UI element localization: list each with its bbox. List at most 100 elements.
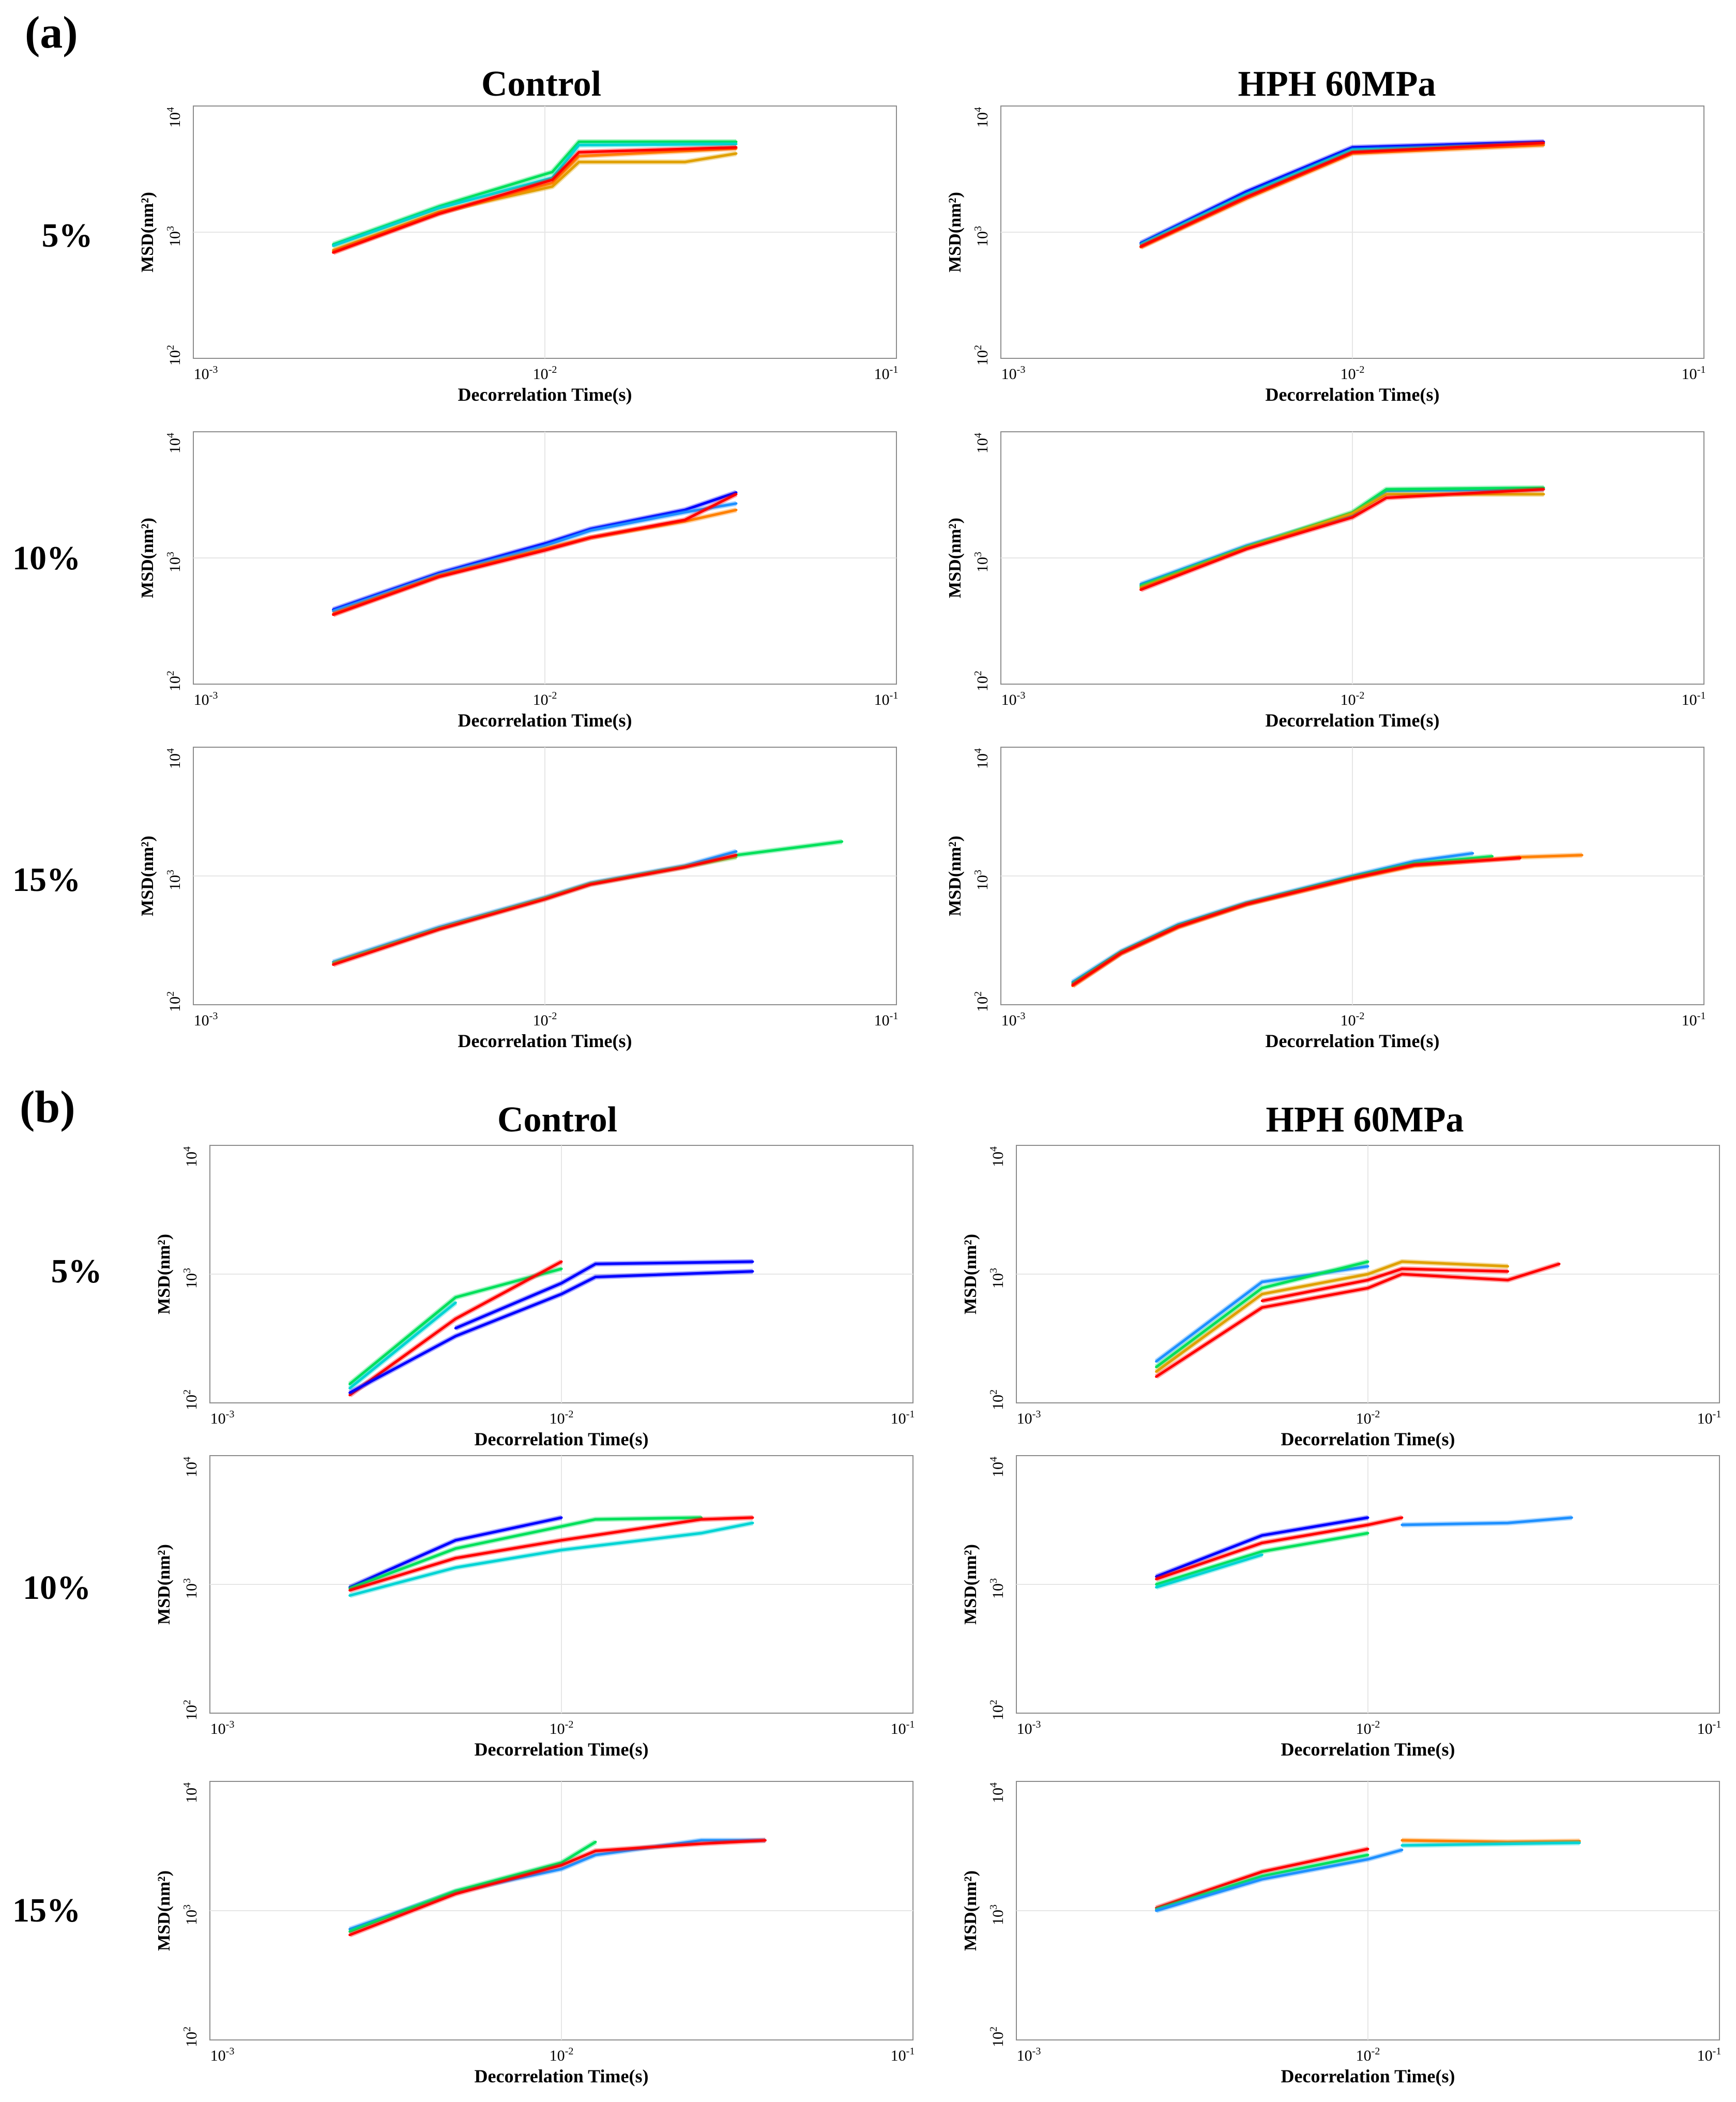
x-tick-label: 10-3 xyxy=(1017,1409,1041,1427)
chart-b-control-5: 10-3 10-2 10-1 102 103 104 Decorrelation Time(… xyxy=(155,1145,915,1449)
y-tick-label: 103 xyxy=(181,1268,200,1289)
y-tick-label: 103 xyxy=(988,1268,1007,1289)
x-tick-label: 10-1 xyxy=(1697,1409,1722,1427)
x-tick-label: 10-2 xyxy=(1341,364,1365,383)
x-tick-label: 10-1 xyxy=(1682,1010,1706,1029)
y-tick-label: 104 xyxy=(972,748,991,769)
y-tick-label: 103 xyxy=(165,870,184,890)
y-tick-label: 104 xyxy=(181,1146,200,1167)
x-axis-label: Decorrelation Time(s) xyxy=(1266,1031,1440,1051)
x-tick-label: 10-1 xyxy=(874,364,899,383)
y-tick-label: 103 xyxy=(988,1578,1007,1599)
series-line-3 xyxy=(1139,141,1545,248)
y-tick-label: 103 xyxy=(988,1904,1007,1925)
series-line-3 xyxy=(348,1270,754,1394)
x-tick-label: 10-3 xyxy=(194,690,218,708)
y-tick-label: 102 xyxy=(165,345,184,366)
y-tick-label: 102 xyxy=(972,991,991,1012)
y-tick-label: 103 xyxy=(181,1578,200,1599)
chart-b-hph-15: 10-3 10-2 10-1 102 103 104 Decorrelation Time(… xyxy=(961,1781,1721,2086)
y-tick-label: 104 xyxy=(972,433,991,453)
x-tick-label: 10-1 xyxy=(891,1409,915,1427)
x-axis-label: Decorrelation Time(s) xyxy=(1266,710,1440,731)
y-tick-label: 103 xyxy=(165,552,184,572)
y-tick-label: 104 xyxy=(988,1146,1007,1167)
y-axis-label: MSD(nm²) xyxy=(155,1870,174,1951)
y-tick-label: 103 xyxy=(972,552,991,572)
x-tick-label: 10-3 xyxy=(210,2046,235,2064)
x-axis-label: Decorrelation Time(s) xyxy=(1266,384,1440,405)
y-tick-label: 102 xyxy=(181,1700,200,1720)
y-axis-label: MSD(nm²) xyxy=(138,518,157,598)
y-tick-label: 102 xyxy=(181,2027,200,2047)
chart-b-control-15: 10-3 10-2 10-1 102 103 104 Decorrelation Time(… xyxy=(155,1781,915,2086)
y-tick-label: 104 xyxy=(181,1457,200,1477)
x-axis-label: Decorrelation Time(s) xyxy=(1281,1429,1455,1449)
x-tick-label: 10-3 xyxy=(210,1409,235,1427)
y-tick-label: 102 xyxy=(972,345,991,366)
series-line-0 xyxy=(1155,1848,1369,1910)
col-title-a-control: Control xyxy=(481,64,601,104)
row-label-a-15: 15% xyxy=(12,861,81,899)
series-line-0 xyxy=(735,840,844,857)
y-tick-label: 104 xyxy=(972,107,991,128)
x-tick-label: 10-2 xyxy=(550,1719,574,1737)
x-tick-label: 10-2 xyxy=(1356,1719,1380,1737)
series-line-1 xyxy=(332,143,738,247)
y-axis-label: MSD(nm²) xyxy=(155,1234,174,1314)
x-axis-label: Decorrelation Time(s) xyxy=(458,1031,632,1051)
y-axis-label: MSD(nm²) xyxy=(946,192,965,273)
series-line-4 xyxy=(1400,1841,1581,1847)
series-line-1 xyxy=(332,502,738,612)
x-tick-label: 10-1 xyxy=(891,1719,915,1737)
y-axis-label: MSD(nm²) xyxy=(961,1234,980,1314)
x-tick-label: 10-3 xyxy=(1001,690,1026,708)
x-tick-label: 10-1 xyxy=(1697,2046,1722,2064)
y-tick-label: 104 xyxy=(988,1457,1007,1477)
x-tick-label: 10-3 xyxy=(1001,364,1026,383)
series-line-2 xyxy=(1155,1260,1510,1373)
chart-b-control-10: 10-3 10-2 10-1 102 103 104 Decorrelation Time(… xyxy=(155,1455,915,1760)
x-tick-label: 10-1 xyxy=(1682,690,1706,708)
y-axis-label: MSD(nm²) xyxy=(961,1544,980,1625)
chart-grid: 10-3 10-2 10-1 102 103 104 Decorrelation Time(… xyxy=(138,105,1722,2086)
x-tick-label: 10-2 xyxy=(1341,690,1365,708)
x-tick-label: 10-3 xyxy=(1001,1010,1026,1029)
series-line-4 xyxy=(1155,1553,1263,1589)
chart-b-hph-5: 10-3 10-2 10-1 102 103 104 Decorrelation Time(… xyxy=(961,1145,1721,1449)
chart-a-control-15: 10-3 10-2 10-1 102 103 104 Decorrelation Time(… xyxy=(138,747,898,1051)
y-tick-label: 102 xyxy=(988,1389,1007,1410)
series-line-0 xyxy=(348,1516,563,1589)
x-tick-label: 10-2 xyxy=(533,1010,557,1029)
panel-a-label: (a) xyxy=(25,8,78,58)
row-label-a-5: 5% xyxy=(42,217,93,254)
y-tick-label: 104 xyxy=(181,1782,200,1803)
series-line-2 xyxy=(348,1260,563,1397)
chart-a-hph-5: 10-3 10-2 10-1 102 103 104 Decorrelation Time(… xyxy=(946,105,1706,405)
series-line-2 xyxy=(1155,1849,1404,1912)
series-line-2 xyxy=(348,1839,767,1937)
x-tick-label: 10-3 xyxy=(194,1010,218,1029)
y-tick-label: 104 xyxy=(165,433,184,453)
series-line-3 xyxy=(332,493,738,616)
series-line-4 xyxy=(332,146,738,254)
y-tick-label: 104 xyxy=(165,107,184,128)
x-tick-label: 10-1 xyxy=(1697,1719,1722,1737)
x-tick-label: 10-1 xyxy=(874,1010,899,1029)
y-tick-label: 102 xyxy=(972,671,991,691)
y-tick-label: 102 xyxy=(165,991,184,1012)
series-line-3 xyxy=(348,1521,754,1597)
y-axis-label: MSD(nm²) xyxy=(138,836,157,916)
chart-a-control-5: 10-3 10-2 10-1 102 103 104 Decorrelation Time(… xyxy=(138,105,899,405)
row-label-b-15: 15% xyxy=(12,1892,81,1929)
x-tick-label: 10-1 xyxy=(1682,364,1706,383)
row-label-b-5: 5% xyxy=(51,1252,102,1290)
x-tick-label: 10-2 xyxy=(1356,1409,1380,1427)
chart-b-hph-10: 10-3 10-2 10-1 102 103 104 Decorrelation Time(… xyxy=(961,1455,1722,1760)
y-tick-label: 102 xyxy=(165,671,184,691)
y-tick-label: 104 xyxy=(988,1782,1007,1803)
row-label-a-10: 10% xyxy=(12,539,81,577)
col-title-b-control: Control xyxy=(497,1100,617,1140)
row-label-b-10: 10% xyxy=(23,1569,91,1607)
